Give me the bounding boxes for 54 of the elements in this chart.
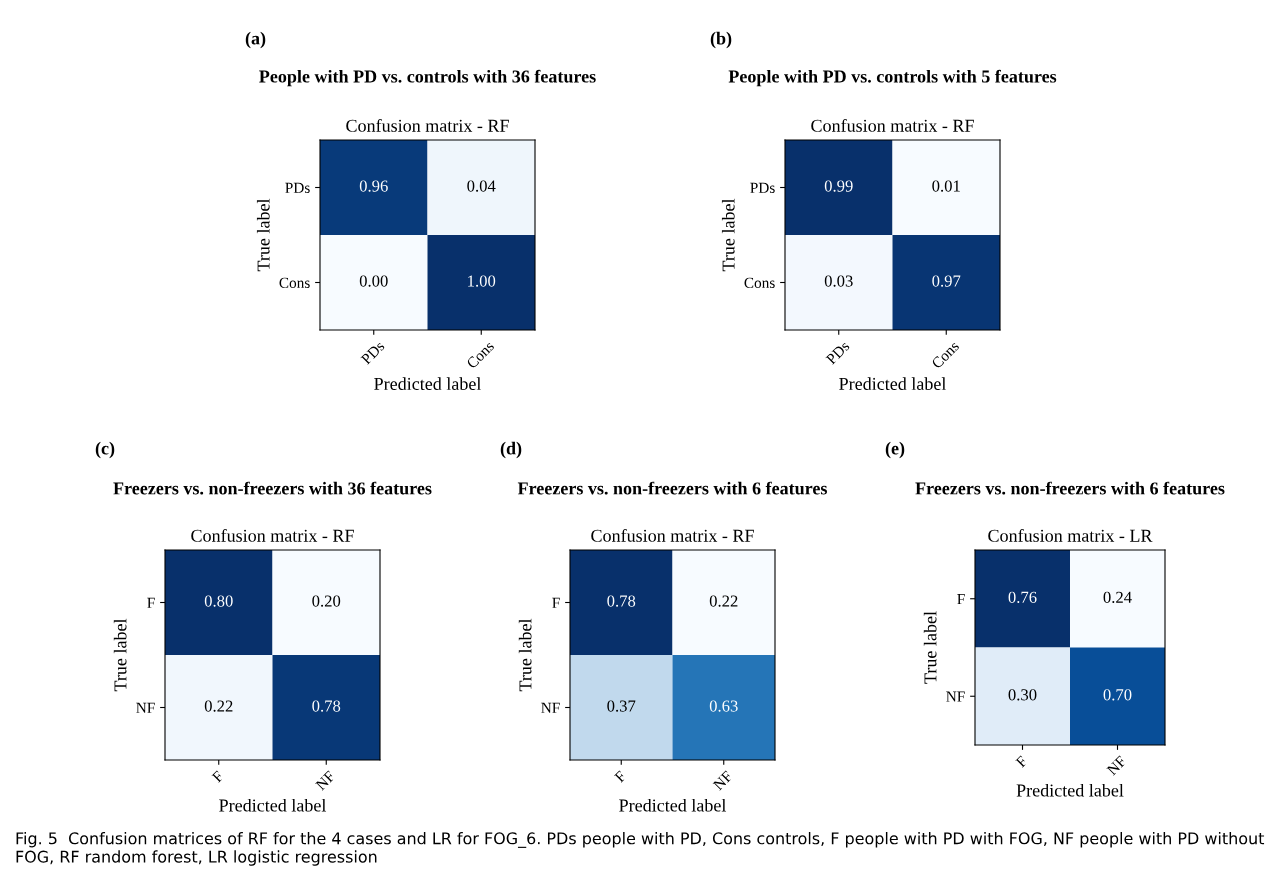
data-label: 0.76 — [1008, 591, 1037, 603]
x-axis-title: Predicted label — [374, 377, 482, 390]
data-label: 0.30 — [1008, 689, 1037, 701]
y-axis-title: True label — [721, 198, 735, 272]
data-label: 0.37 — [607, 700, 636, 712]
caption: Fig. 5 Confusion matrices of RF for the 4 cases and LR for FOG_6. PDs people with PD, Cons controls, F people with PD with FOG, NF people with PD without FOG, RF random forest, LR logistic regression — [16, 832, 1265, 866]
x-tick-label: NF — [315, 770, 336, 791]
text: (d) — [500, 441, 522, 459]
data-label: 0.20 — [312, 595, 341, 607]
data-label: 0.96 — [359, 180, 388, 192]
chart-title: Freezers vs. non-freezers with 6 features — [915, 481, 1225, 495]
data-label: 0.99 — [824, 180, 853, 192]
chart-title: Freezers vs. non-freezers with 36 features — [113, 481, 432, 495]
data-label: 0.03 — [824, 275, 853, 287]
data-label: 0.97 — [932, 275, 961, 287]
x-axis-title: Predicted label — [619, 798, 727, 812]
x-tick-label: PDs — [825, 340, 851, 366]
x-axis-title: Predicted label — [839, 377, 947, 390]
x-tick-label: Cons — [466, 340, 495, 370]
x-tick-label: F — [211, 770, 224, 783]
y-axis-title: True label — [256, 198, 270, 272]
data-label: 0.24 — [1103, 591, 1132, 603]
chart-title: People with PD vs. controls with 36 features — [259, 69, 596, 87]
data-label: 0.70 — [1103, 689, 1132, 701]
data-label: 0.78 — [607, 595, 636, 607]
data-label: 0.01 — [932, 180, 960, 192]
text: (b) — [710, 31, 732, 49]
y-axis-title: True label — [923, 611, 937, 684]
y-axis-title: True label — [518, 618, 532, 692]
x-axis-title: Predicted label — [1016, 783, 1124, 797]
x-tick-label: F — [614, 770, 627, 783]
data-label: 0.00 — [359, 275, 388, 287]
data-label: 0.78 — [312, 700, 341, 712]
x-tick-label: NF — [712, 770, 733, 791]
x-tick-label: NF — [1106, 755, 1127, 776]
data-label: 0.22 — [204, 700, 233, 712]
text: (a) — [245, 31, 266, 49]
chart-subtitle: Confusion matrix - RF — [591, 528, 754, 542]
x-axis-title: Predicted label — [219, 798, 327, 812]
data-label: 1.00 — [468, 275, 496, 287]
chart-subtitle: Confusion matrix - RF — [346, 118, 509, 132]
data-label: 0.22 — [709, 595, 738, 607]
chart-subtitle: Confusion matrix - RF — [191, 528, 354, 542]
chart-title: Freezers vs. non-freezers with 6 features — [517, 481, 827, 495]
text: (e) — [885, 441, 905, 459]
x-tick-label: PDs — [360, 340, 386, 366]
y-axis-title: True label — [113, 618, 127, 692]
text: (c) — [95, 441, 115, 459]
chart-subtitle: Confusion matrix - RF — [811, 118, 974, 132]
chart-subtitle: Confusion matrix - LR — [988, 528, 1153, 542]
data-label: 0.04 — [467, 180, 496, 192]
chart-title: People with PD vs. controls with 5 features — [728, 69, 1057, 87]
data-label: 0.80 — [204, 595, 233, 607]
data-label: 0.63 — [709, 700, 738, 712]
